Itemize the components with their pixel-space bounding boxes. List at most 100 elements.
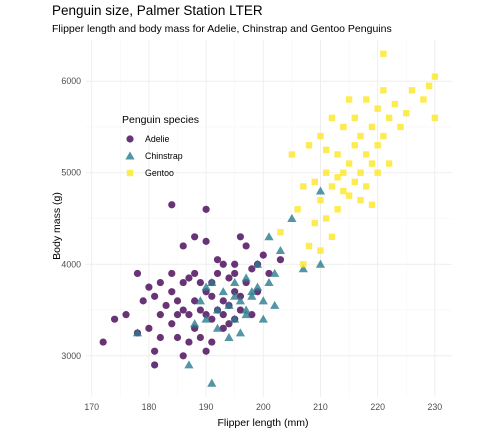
adelie-point — [202, 237, 210, 245]
adelie-point — [185, 338, 193, 346]
gentoo-point — [368, 123, 376, 131]
adelie-point — [208, 292, 216, 300]
gentoo-point — [345, 96, 353, 103]
gentoo-point — [340, 169, 347, 176]
legend-item-gentoo: Gentoo — [126, 168, 174, 178]
gentoo-point — [357, 132, 364, 140]
gentoo-point — [288, 151, 296, 158]
grid-layer — [86, 40, 452, 397]
gentoo-point — [317, 247, 324, 254]
adelie-point — [208, 315, 216, 323]
gentoo-point — [380, 87, 387, 94]
chinstrap-point — [207, 378, 217, 387]
adelie-point — [191, 233, 199, 241]
adelie-point — [185, 311, 193, 319]
gentoo-point — [403, 110, 410, 117]
adelie-point — [276, 256, 285, 264]
gentoo-point — [322, 146, 330, 154]
gentoo-point — [391, 100, 399, 108]
x-tick-label: 200 — [256, 402, 271, 412]
adelie-point — [179, 242, 187, 250]
gentoo-point — [351, 114, 358, 122]
adelie-point — [196, 333, 204, 342]
chinstrap-point — [235, 328, 246, 337]
adelie-point — [168, 269, 176, 278]
adelie-point — [219, 260, 227, 268]
chinstrap-point — [212, 323, 223, 332]
gentoo-point — [334, 206, 341, 213]
chart-title: Penguin size, Palmer Station LTER — [52, 3, 263, 18]
chinstrap-point — [252, 282, 263, 291]
gentoo-point — [368, 201, 376, 208]
x-tick-label: 220 — [370, 402, 385, 412]
gentoo-point — [305, 142, 313, 149]
chinstrap-point — [298, 264, 308, 273]
adelie-point — [168, 288, 176, 296]
chinstrap-point — [224, 332, 234, 341]
gentoo-point — [300, 261, 307, 268]
gentoo-point — [351, 178, 358, 186]
adelie-point — [219, 297, 227, 305]
ticks-layer: 170 180 190 200 210 220 230 3000 4000 5000 6000 — [61, 76, 442, 412]
adelie-point — [202, 347, 210, 355]
adelie-point — [151, 347, 159, 355]
adelie-point — [145, 324, 153, 332]
chinstrap-point — [190, 319, 200, 328]
chinstrap-point — [184, 360, 194, 369]
chinstrap-point — [241, 305, 251, 314]
gentoo-point — [317, 196, 324, 204]
legend-label: Adelie — [145, 134, 170, 144]
adelie-point — [173, 311, 182, 319]
legend-item-chinstrap: Chinstrap — [125, 151, 183, 161]
gentoo-point — [357, 196, 364, 204]
gentoo-point — [345, 192, 353, 199]
chinstrap-point — [275, 245, 286, 254]
gentoo-point — [334, 174, 341, 181]
legend-item-adelie: Adelie — [126, 134, 170, 144]
gentoo-point — [328, 114, 336, 122]
adelie-point — [219, 324, 227, 332]
chinstrap-point — [235, 296, 246, 305]
legend-title: Penguin species — [122, 114, 199, 126]
legend-items: Adelie Chinstrap Gentoo — [125, 134, 183, 178]
gentoo-point — [397, 123, 404, 131]
adelie-point — [231, 260, 239, 268]
adelie-point — [242, 242, 250, 250]
gentoo-point — [328, 233, 336, 241]
gentoo-point — [357, 169, 364, 176]
adelie-point — [202, 205, 210, 213]
gentoo-point — [334, 151, 341, 158]
chinstrap-point — [264, 232, 274, 241]
chinstrap-point — [252, 259, 263, 268]
adelie-point — [196, 278, 204, 287]
adelie-point — [156, 333, 164, 342]
adelie-point — [259, 251, 267, 259]
gentoo-point — [311, 219, 318, 227]
chinstrap-point — [247, 291, 257, 300]
gentoo-point — [277, 229, 284, 236]
gentoo-point — [345, 160, 353, 167]
legend-key-adelie — [126, 135, 134, 143]
chinstrap-point — [224, 300, 234, 309]
gentoo-point — [363, 151, 370, 158]
gentoo-point — [363, 96, 370, 103]
x-axis-label: Flipper length (mm) — [217, 417, 308, 429]
adelie-point — [173, 333, 182, 342]
adelie-point — [236, 233, 245, 241]
adelie-point — [122, 311, 130, 319]
gentoo-point — [431, 73, 439, 80]
y-tick-label: 3000 — [61, 351, 81, 361]
series-gentoo — [277, 50, 439, 268]
chinstrap-point — [315, 186, 326, 195]
adelie-point — [151, 361, 159, 369]
adelie-point — [208, 338, 216, 346]
chinstrap-point — [258, 296, 268, 305]
gentoo-point — [374, 142, 381, 149]
gentoo-point — [380, 50, 387, 57]
legend-key-chinstrap — [125, 151, 135, 160]
gentoo-point — [368, 160, 376, 167]
chinstrap-point — [230, 314, 240, 323]
chinstrap-point — [241, 310, 251, 319]
x-tick-label: 170 — [84, 402, 99, 412]
